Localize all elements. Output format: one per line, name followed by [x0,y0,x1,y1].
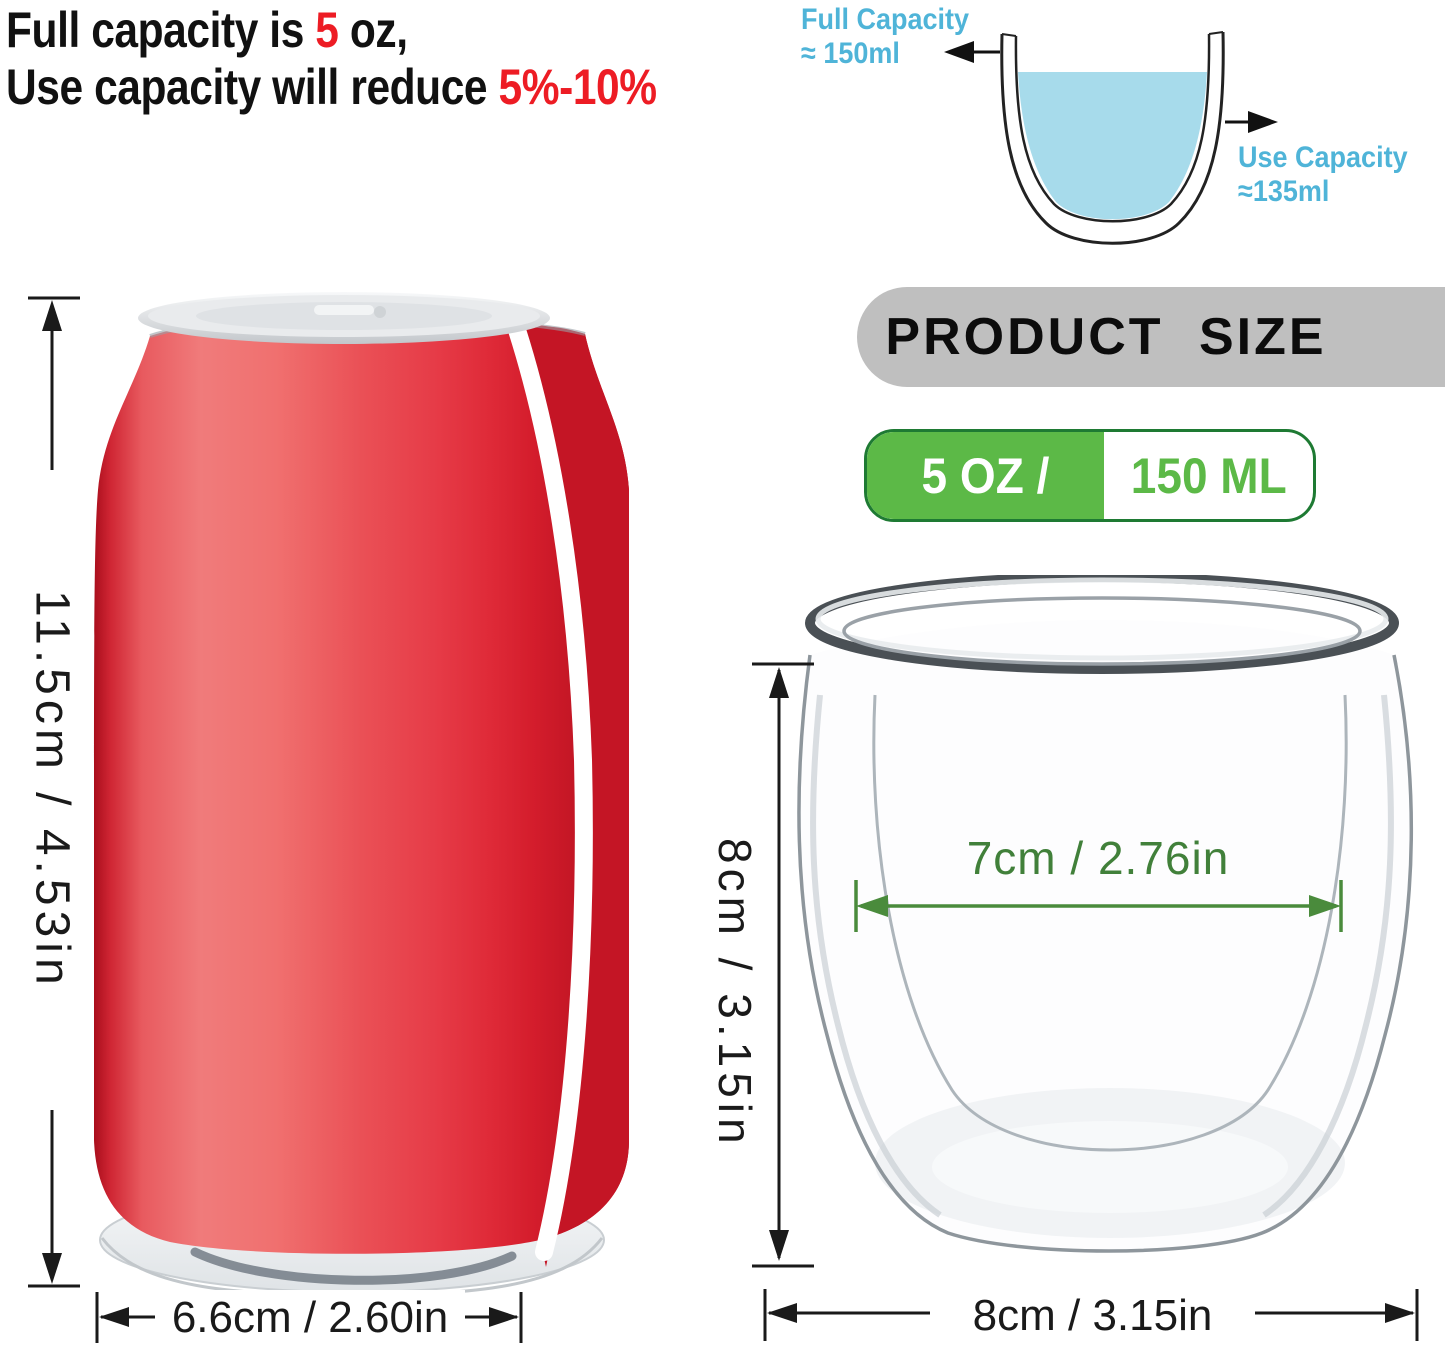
glass-height-label: 8cm / 3.15in [709,837,761,1149]
capacity-oz-text: 5 OZ / [921,447,1050,504]
full-capacity-label: Full Capacity ≈ 150ml [801,3,969,71]
capacity-pill: 5 OZ / 150 ML [864,429,1316,522]
can-lid [138,292,586,344]
capacity-pill-oz: 5 OZ / [867,432,1104,519]
note-text: Full capacity is [6,2,316,58]
note-highlight-percent: 5%-10% [498,59,658,115]
product-size-title: PRODUCT SIZE [885,308,1327,366]
glass-width-label: 8cm / 3.15in [930,1288,1255,1344]
use-capacity-label: Use Capacity ≈135ml [1238,141,1408,209]
glass-cup-illustration [797,575,1414,1253]
capacity-note-line2: Use capacity will reduce 5%-10% [6,59,657,116]
capacity-cup-diagram [944,31,1278,245]
note-text: Use capacity will reduce [6,59,499,115]
glass-rim [805,575,1399,674]
use-capacity-title: Use Capacity [1238,141,1408,174]
capacity-note-line1: Full capacity is 5 oz, [6,2,657,59]
can-body [94,316,629,1267]
use-capacity-arrow [1225,111,1278,133]
can-white-stripe [508,321,593,1261]
product-size-banner: PRODUCT SIZE [857,287,1445,387]
glass-outline [797,654,1414,1253]
cup-water [1018,72,1207,220]
capacity-note: Full capacity is 5 oz, Use capacity will… [6,2,771,116]
use-capacity-value: ≈135ml [1238,175,1330,208]
capacity-ml-text: 150 ML [1130,447,1287,504]
can-width-label: 6.6cm / 2.60in [155,1290,465,1346]
glass-body [797,620,1414,1253]
note-text: oz, [338,2,408,58]
can-tab [314,305,374,315]
soda-can-illustration [94,292,629,1297]
can-height-label: 11.5cm / 4.53in [22,470,82,1110]
capacity-pill-ml: 150 ML [1104,432,1313,519]
note-highlight-oz: 5 [315,2,339,58]
full-capacity-value: ≈ 150ml [801,37,900,70]
glass-rim-width-label: 7cm / 2.76in [966,832,1230,884]
full-capacity-title: Full Capacity [801,3,970,36]
can-dark-red-panel [517,326,629,1267]
